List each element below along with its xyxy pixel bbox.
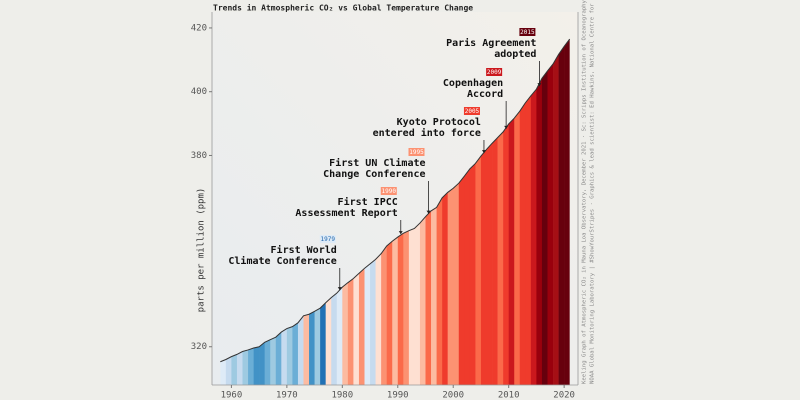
- stripe: [508, 39, 515, 385]
- stripe: [497, 39, 504, 385]
- arrow-head: [504, 125, 509, 129]
- stripe: [453, 39, 460, 385]
- stripe: [553, 39, 559, 385]
- y-tick-label: 400: [191, 87, 207, 97]
- year-tag: [486, 68, 503, 76]
- annotation-text: Accord: [467, 89, 503, 100]
- annotation-text: Kyoto Protocol: [397, 117, 481, 128]
- x-tick-label: 1990: [387, 391, 409, 400]
- y-tick-label: 420: [191, 23, 207, 33]
- arrow-head: [481, 150, 486, 154]
- annotation-text: Assessment Report: [295, 208, 397, 219]
- stripe: [469, 39, 476, 385]
- arrow-head: [398, 231, 403, 235]
- stripe: [525, 39, 532, 385]
- stripe: [475, 39, 482, 385]
- stripe: [547, 39, 554, 385]
- co2-line: [220, 38, 571, 363]
- annotation-text: entered into force: [373, 127, 481, 139]
- stripe: [464, 39, 471, 385]
- year-tag: [463, 107, 480, 115]
- year-tag: [408, 148, 425, 156]
- stripe: [530, 39, 537, 385]
- annotation-text: Copenhagen: [443, 78, 503, 89]
- stripe: [492, 39, 498, 385]
- annotation-text: First World: [271, 244, 337, 256]
- annotation-text: adopted: [494, 49, 536, 60]
- y-tick-label: 320: [191, 342, 207, 352]
- stripe: [486, 39, 493, 385]
- annotation-text: Change Conference: [323, 169, 425, 180]
- stripe: [541, 39, 548, 385]
- x-tick-label: 2000: [442, 391, 464, 400]
- annotation-text: Paris Agreement: [446, 37, 536, 49]
- x-tick-label: 2010: [498, 391, 520, 400]
- chart-title: Trends in Atmospheric CO₂ vs Global Temp…: [213, 3, 473, 13]
- x-tick-label: 2020: [553, 391, 575, 400]
- annotation-text: First IPCC: [338, 196, 398, 208]
- year-tag: [519, 28, 536, 36]
- stripe: [480, 39, 487, 385]
- stripe: [558, 39, 565, 385]
- year-tag: [380, 187, 397, 195]
- credits: Keeling Graph of Atmospheric CO₂ in Maun…: [582, 0, 588, 384]
- annotation-text: First UN Climate: [329, 157, 425, 169]
- year-tag-label: 1979: [321, 236, 336, 243]
- stripe: [447, 39, 454, 385]
- stripe: [442, 39, 448, 385]
- year-tag-label: 2005: [465, 108, 480, 115]
- stripe: [514, 39, 521, 385]
- stripe: [503, 39, 509, 385]
- arrow-head: [426, 210, 431, 214]
- stripe: [519, 39, 526, 385]
- annotation-text: Climate Conference: [228, 255, 336, 267]
- stripe: [436, 39, 443, 385]
- y-axis-label: parts per million (ppm): [197, 188, 207, 313]
- y-tick-label: 380: [191, 151, 207, 161]
- arrow-head: [537, 83, 542, 87]
- stripe: [536, 39, 543, 385]
- x-tick-label: 1980: [331, 391, 353, 400]
- year-tag-label: 2015: [520, 29, 535, 36]
- year-tag: [319, 235, 336, 243]
- year-tag-label: 1995: [409, 149, 424, 156]
- year-tag-label: 2009: [487, 69, 502, 76]
- stripe: [431, 39, 437, 385]
- x-tick-label: 1970: [276, 391, 298, 400]
- arrow-head: [337, 287, 342, 291]
- credits: NOAA Global Monitoring Laboratory | #Sho…: [590, 0, 596, 384]
- stripe: [564, 39, 570, 385]
- x-tick-label: 1960: [221, 391, 243, 400]
- year-tag-label: 1990: [382, 188, 397, 195]
- stripe: [458, 39, 465, 385]
